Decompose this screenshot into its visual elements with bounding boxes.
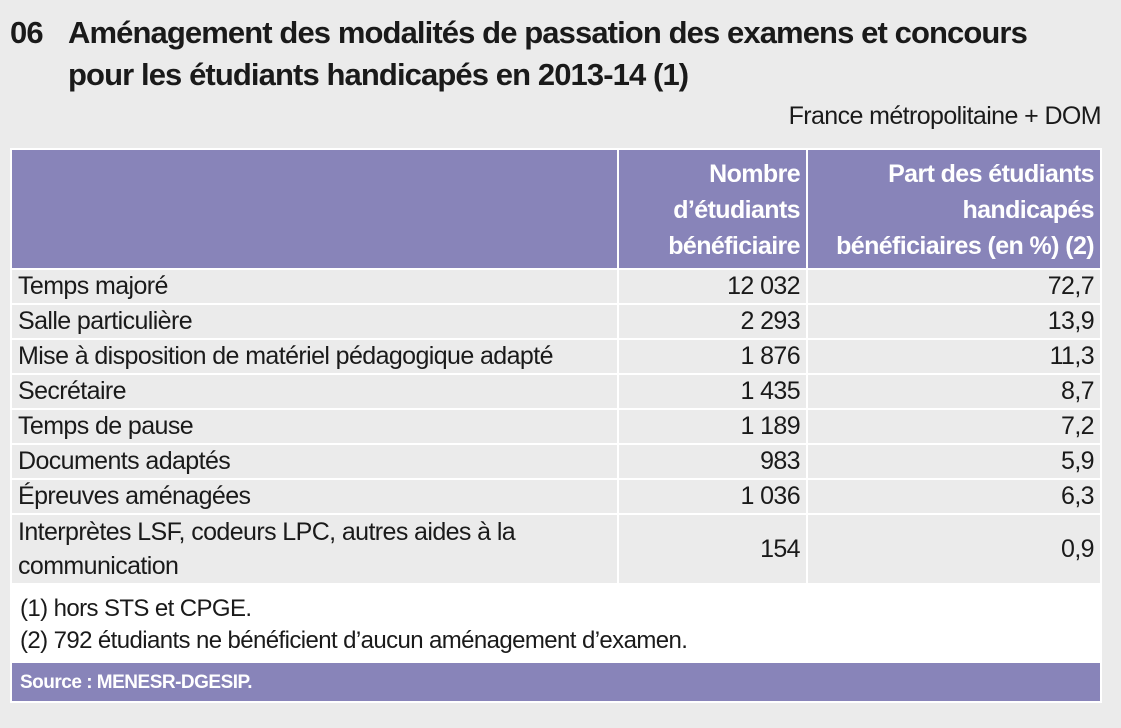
row-label: Temps de pause <box>10 408 619 445</box>
row-label-line: Interprètes LSF, codeurs LPC, autres aid… <box>18 518 516 546</box>
row-count: 154 <box>617 513 808 585</box>
table-row: Salle particulière 2 293 13,9 <box>10 303 1102 340</box>
row-percent: 13,9 <box>806 303 1102 340</box>
row-label: Salle particulière <box>10 303 619 340</box>
row-percent: 8,7 <box>806 373 1102 410</box>
scope-label: France métropolitaine + DOM <box>788 102 1102 130</box>
document-title: 06 Aménagement des modalités de passation… <box>10 12 1028 96</box>
header-count: Nombre d’étudiants bénéficiaire <box>617 148 808 270</box>
row-count: 1 435 <box>617 373 808 410</box>
row-count: 2 293 <box>617 303 808 340</box>
table-row: Secrétaire 1 435 8,7 <box>10 373 1102 410</box>
footnotes: (1) hors STS et CPGE. (2) 792 étudiants … <box>10 585 1102 663</box>
row-label: Secrétaire <box>10 373 619 410</box>
table-row: Mise à disposition de matériel pédagogiq… <box>10 338 1102 375</box>
row-percent: 72,7 <box>806 268 1102 305</box>
footnote-2: (2) 792 étudiants ne bénéficient d’aucun… <box>20 627 688 654</box>
row-percent: 6,3 <box>806 478 1102 515</box>
table-header-row: Nombre d’étudiants bénéficiaire Part des… <box>10 148 1102 270</box>
title-line-2: pour les étudiants handicapés en 2013-14… <box>68 57 689 92</box>
row-count: 983 <box>617 443 808 480</box>
row-label: Documents adaptés <box>10 443 619 480</box>
row-percent: 7,2 <box>806 408 1102 445</box>
header-percent-line: bénéficiaires (en %) (2) <box>836 232 1095 260</box>
data-table-container: Nombre d’étudiants bénéficiaire Part des… <box>10 148 1102 703</box>
row-count: 1 036 <box>617 478 808 515</box>
table-row: Documents adaptés 983 5,9 <box>10 443 1102 480</box>
header-percent: Part des étudiants handicapés bénéficiai… <box>806 148 1102 270</box>
header-percent-line: Part des étudiants <box>888 160 1095 188</box>
table-row: Interprètes LSF, codeurs LPC, autres aid… <box>10 513 1102 585</box>
source-line: Source : MENESR-DGESIP. <box>10 663 1102 703</box>
row-count: 12 032 <box>617 268 808 305</box>
row-label: Mise à disposition de matériel pédagogiq… <box>10 338 619 375</box>
header-label-column <box>10 148 619 270</box>
row-percent: 5,9 <box>806 443 1102 480</box>
row-label-line: communication <box>18 552 179 580</box>
row-count: 1 876 <box>617 338 808 375</box>
table-row: Temps de pause 1 189 7,2 <box>10 408 1102 445</box>
header-count-line: bénéficiaire <box>668 232 800 260</box>
footnote-1: (1) hors STS et CPGE. <box>20 595 252 622</box>
title-line-1: Aménagement des modalités de passation d… <box>68 15 1028 50</box>
row-count: 1 189 <box>617 408 808 445</box>
row-percent: 0,9 <box>806 513 1102 585</box>
row-label: Interprètes LSF, codeurs LPC, autres aid… <box>10 513 619 585</box>
header-percent-line: handicapés <box>962 196 1094 224</box>
header-count-line: d’étudiants <box>673 196 800 224</box>
table-row: Épreuves aménagées 1 036 6,3 <box>10 478 1102 515</box>
data-table: Nombre d’étudiants bénéficiaire Part des… <box>10 148 1102 585</box>
table-row: Temps majoré 12 032 72,7 <box>10 268 1102 305</box>
row-label: Temps majoré <box>10 268 619 305</box>
title-number: 06 <box>10 15 44 50</box>
row-label: Épreuves aménagées <box>10 478 619 515</box>
header-count-line: Nombre <box>709 160 800 188</box>
row-percent: 11,3 <box>806 338 1102 375</box>
